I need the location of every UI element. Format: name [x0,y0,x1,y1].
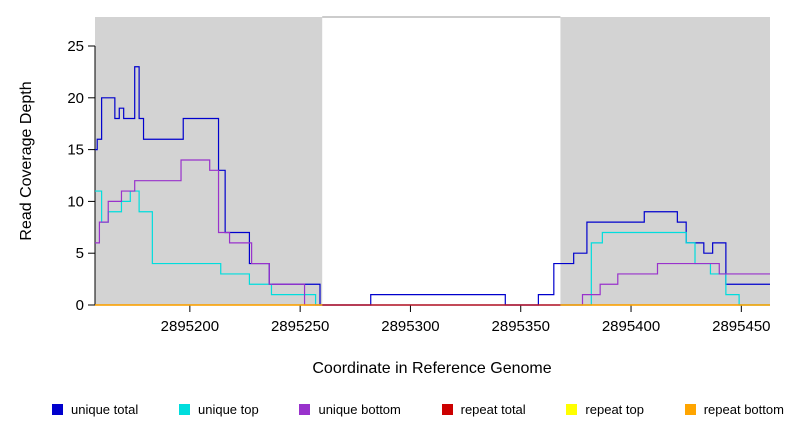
legend-label-repeat-total: repeat total [460,401,526,417]
y-tick-label: 25 [67,38,84,55]
legend-label-repeat-top: repeat top [585,401,644,417]
legend-swatch-repeat-total [441,403,453,415]
shaded-region-left [95,17,323,305]
legend-swatch-unique-total [52,403,63,415]
legend-label-repeat-bottom: repeat bottom [703,401,784,417]
plot-layer: 2895200 2895250 2895300 2895350 2895400 28954… [67,16,771,335]
legend-label-unique-top: unique top [197,401,259,417]
legend-swatch-repeat-bottom [684,403,696,415]
legend-item-unique-bottom: unique bottom [299,401,401,417]
y-tick-label: 10 [67,193,84,210]
x-tick-label: 2895450 [712,318,770,335]
x-tick-label: 2895200 [161,318,219,335]
x-tick-label: 2895350 [492,318,550,335]
legend: unique total unique top unique bottom re… [52,398,784,420]
legend-label-unique-total: unique total [71,401,139,417]
x-tick-label: 2895250 [271,318,329,335]
legend-item-repeat-total: repeat total [441,401,526,417]
y-tick-label: 15 [67,142,84,159]
legend-item-repeat-bottom: repeat bottom [684,401,784,417]
legend-label-unique-bottom: unique bottom [318,401,401,417]
legend-swatch-repeat-top [566,403,578,415]
series-line-unique-top [95,190,770,306]
legend-swatch-unique-top [178,403,190,415]
x-tick-label: 2895300 [381,318,439,335]
y-tick-label: 0 [76,297,84,314]
y-tick-label: 20 [67,90,84,107]
shaded-region-right [560,17,770,305]
series-line-unique-bottom [95,159,770,306]
legend-item-unique-top: unique top [178,401,259,417]
legend-item-repeat-top: repeat top [566,402,644,417]
legend-swatch-unique-bottom [299,403,311,415]
x-axis-title: Coordinate in Reference Genome [312,360,551,377]
legend-item-unique-total: unique total [52,402,138,417]
y-axis-title: Read Coverage Depth [18,81,35,240]
y-tick-label: 5 [76,245,84,262]
x-tick-label: 2895400 [602,318,660,335]
